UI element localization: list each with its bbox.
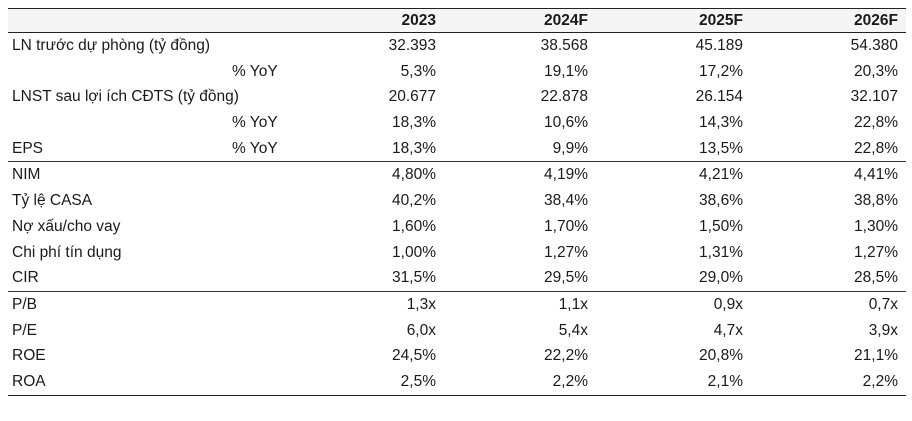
cell-2023: 24,5% [392,347,436,365]
cell-2023: 6,0x [406,321,436,339]
table-row: NIM 4,80% 4,19% 4,21% 4,41% [8,162,906,188]
row-label: LNST sau lợi ích CĐTS (tỷ đồng) [12,88,239,106]
cell-2025f: 38,6% [699,192,743,210]
cell-2024f: 19,1% [544,62,588,80]
cell-2025f: 13,5% [699,139,743,157]
cell-2024f: 2,2% [552,372,588,390]
row-label: Chi phí tín dụng [12,243,122,261]
cell-2023: 1,60% [392,217,436,235]
cell-2025f: 20,8% [699,347,743,365]
table-row: % YoY 18,3% 10,6% 14,3% 22,8% [8,110,906,136]
cell-2026f: 22,8% [854,139,898,157]
cell-2026f: 22,8% [854,114,898,132]
cell-2023: 18,3% [392,139,436,157]
cell-2024f: 9,9% [552,139,588,157]
cell-2023: 1,00% [392,243,436,261]
cell-2024f: 22,2% [544,347,588,365]
cell-2025f: 2,1% [707,372,743,390]
table-row: Chi phí tín dụng 1,00% 1,27% 1,31% 1,27% [8,240,906,266]
cell-2025f: 4,7x [713,321,743,339]
cell-2026f: 38,8% [854,192,898,210]
row-label: ROA [12,372,46,390]
cell-2025f: 45.189 [695,37,743,54]
table-row: EPS % YoY 18,3% 9,9% 13,5% 22,8% [8,136,906,163]
cell-2026f: 28,5% [854,269,898,287]
cell-2026f: 21,1% [854,347,898,365]
cell-2023: 40,2% [392,192,436,210]
cell-2026f: 2,2% [862,372,898,390]
cell-2025f: 14,3% [699,114,743,132]
cell-2024f: 10,6% [544,114,588,132]
row-sublabel: % YoY [232,139,278,157]
table-row: P/B 1,3x 1,1x 0,9x 0,7x [8,292,906,318]
cell-2024f: 1,70% [544,217,588,235]
table-row: ROE 24,5% 22,2% 20,8% 21,1% [8,343,906,369]
cell-2025f: 0,9x [713,295,743,313]
row-sublabel: % YoY [232,114,278,132]
cell-2025f: 4,21% [699,166,743,184]
cell-2024f: 1,27% [544,243,588,261]
table-row: LNST sau lợi ích CĐTS (tỷ đồng) 20.677 2… [8,84,906,110]
cell-2024f: 5,4x [558,321,588,339]
cell-2023: 20.677 [388,88,436,106]
table-row: LN trước dự phòng (tỷ đồng) 32.393 38.56… [8,33,906,59]
cell-2023: 5,3% [400,62,436,80]
header-2023: 2023 [401,12,436,29]
financial-forecast-table: 2023 2024F 2025F 2026F LN trước dự phòng… [8,8,906,396]
cell-2025f: 1,50% [699,217,743,235]
row-label: CIR [12,269,39,287]
cell-2026f: 0,7x [868,295,898,313]
table-row: Tỷ lệ CASA 40,2% 38,4% 38,6% 38,8% [8,188,906,214]
cell-2026f: 54.380 [850,37,898,54]
table-row: CIR 31,5% 29,5% 29,0% 28,5% [8,265,906,292]
row-label: ROE [12,347,46,365]
cell-2024f: 1,1x [558,295,588,313]
cell-2025f: 29,0% [699,269,743,287]
header-2025f: 2025F [699,12,743,29]
row-label: Tỷ lệ CASA [12,192,93,210]
row-label: LN trước dự phòng (tỷ đồng) [12,37,211,54]
cell-2024f: 38,4% [544,192,588,210]
cell-2023: 31,5% [392,269,436,287]
cell-2023: 18,3% [392,114,436,132]
row-label: NIM [12,166,41,184]
cell-2023: 2,5% [400,372,436,390]
cell-2023: 1,3x [406,295,436,313]
cell-2023: 4,80% [392,166,436,184]
row-label: P/E [12,321,37,339]
cell-2024f: 38.568 [540,37,588,54]
cell-2025f: 1,31% [699,243,743,261]
table-row: ROA 2,5% 2,2% 2,1% 2,2% [8,369,906,396]
cell-2026f: 4,41% [854,166,898,184]
cell-2025f: 26.154 [695,88,743,106]
cell-2024f: 22.878 [540,88,588,106]
header-2026f: 2026F [854,12,898,29]
cell-2024f: 29,5% [544,269,588,287]
cell-2025f: 17,2% [699,62,743,80]
cell-2026f: 3,9x [868,321,898,339]
cell-2026f: 1,30% [854,217,898,235]
cell-2023: 32.393 [388,37,436,54]
table-row: P/E 6,0x 5,4x 4,7x 3,9x [8,318,906,344]
cell-2026f: 1,27% [854,243,898,261]
row-label: Nợ xấu/cho vay [12,217,121,235]
cell-2026f: 20,3% [854,62,898,80]
cell-2024f: 4,19% [544,166,588,184]
header-2024f: 2024F [544,12,588,29]
row-label: P/B [12,295,37,313]
table-row: % YoY 5,3% 19,1% 17,2% 20,3% [8,59,906,85]
cell-2026f: 32.107 [850,88,898,106]
row-sublabel: % YoY [232,62,278,80]
table-header-row: 2023 2024F 2025F 2026F [8,8,906,33]
row-label: EPS [12,139,44,157]
table-row: Nợ xấu/cho vay 1,60% 1,70% 1,50% 1,30% [8,214,906,240]
